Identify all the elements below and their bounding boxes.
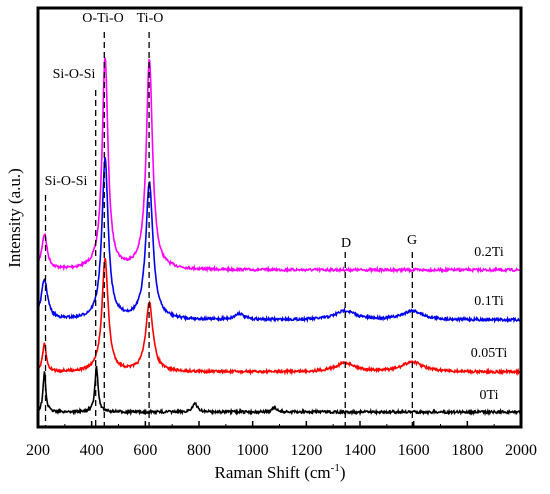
reference-label: D <box>341 236 351 251</box>
series-line-0.1Ti <box>37 157 522 324</box>
x-tick-label: 1000 <box>237 442 269 459</box>
x-axis-label-sup: -1 <box>331 462 340 474</box>
x-tick-label: 400 <box>80 442 104 459</box>
x-axis-label-end: ) <box>340 463 346 482</box>
series-line-0.05Ti <box>37 258 522 377</box>
reference-label: Ti-O <box>137 11 164 26</box>
reference-lines: Si-O-Si Si-O-Si O-Ti-O Ti-O D G <box>45 11 417 427</box>
x-tick-label: 1800 <box>451 442 483 459</box>
reference-label: Si-O-Si <box>53 67 96 82</box>
x-tick-label: 1600 <box>398 442 430 459</box>
series-line-0.2Ti <box>37 57 522 274</box>
reference-label: G <box>407 233 417 248</box>
x-axis-label: Raman Shift (cm-1) <box>215 462 346 482</box>
series-label-0Ti: 0Ti <box>480 388 499 403</box>
series-line-0Ti <box>37 365 522 417</box>
reference-label: Si-O-Si <box>45 174 88 189</box>
x-tick-label: 1400 <box>344 442 376 459</box>
plot-frame <box>36 6 523 429</box>
reference-label: O-Ti-O <box>82 11 124 26</box>
x-tick-label: 2000 <box>505 442 537 459</box>
series-label-0.05Ti: 0.05Ti <box>471 346 508 361</box>
series-label-0.1Ti: 0.1Ti <box>474 294 504 309</box>
x-axis-label-main: Raman Shift (cm <box>215 463 331 482</box>
series-group: 0.2Ti 0.1Ti 0.05Ti 0Ti <box>37 57 522 417</box>
x-ticks: 200 400 600 800 1000 1200 1400 1600 1800 2000 <box>26 421 537 459</box>
x-tick-label: 200 <box>26 442 50 459</box>
series-label-0.2Ti: 0.2Ti <box>474 245 504 260</box>
x-tick-label: 1200 <box>290 442 322 459</box>
x-tick-label: 600 <box>133 442 157 459</box>
y-axis-label: Intensity (a.u.) <box>5 168 24 268</box>
x-tick-label: 800 <box>187 442 211 459</box>
